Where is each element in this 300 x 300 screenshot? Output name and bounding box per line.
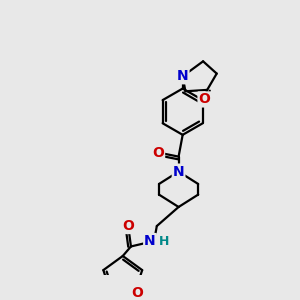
Text: N: N — [144, 234, 156, 248]
Text: O: O — [199, 92, 210, 106]
Text: N: N — [173, 165, 184, 178]
Text: O: O — [132, 286, 143, 300]
Text: N: N — [177, 69, 188, 83]
Text: O: O — [152, 146, 164, 160]
Text: H: H — [158, 235, 169, 248]
Text: O: O — [122, 219, 134, 233]
